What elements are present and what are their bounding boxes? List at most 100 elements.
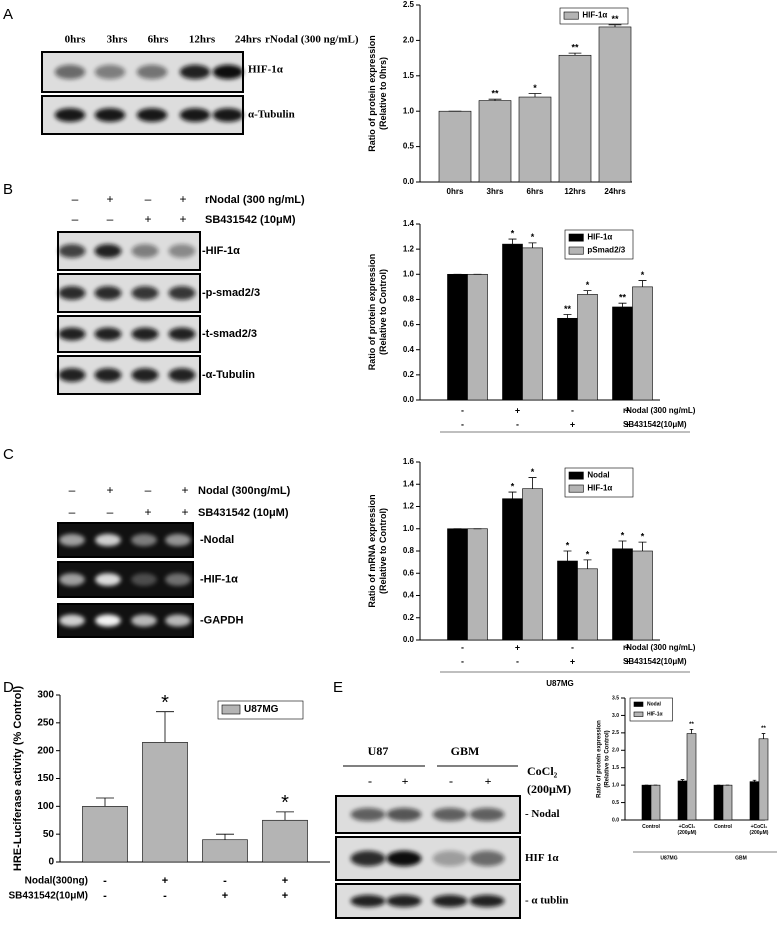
y-tick-label: 1.4	[403, 219, 415, 228]
x-tick-line: +CoCl₂	[751, 824, 768, 830]
blot-band	[94, 286, 122, 300]
blot-band	[58, 286, 86, 300]
x-tick-line: (200μM)	[678, 830, 697, 836]
bar	[478, 100, 512, 183]
sign: -	[461, 656, 464, 666]
legend-label: U87MG	[244, 704, 279, 715]
bar	[598, 26, 632, 183]
y-tick-label: 200	[37, 745, 54, 756]
error-bar	[528, 242, 537, 248]
y-tick-label: 250	[37, 717, 54, 728]
legend-label: HIF-1α	[647, 712, 664, 718]
blot-band	[94, 368, 122, 382]
significance: *	[586, 280, 590, 290]
sign: +	[570, 656, 575, 666]
sign: +	[515, 405, 520, 415]
y-tick-label: 0.4	[403, 591, 415, 600]
error-bar	[508, 238, 517, 245]
y-axis-label: Ratio of protein expression	[597, 720, 603, 798]
bar	[612, 548, 633, 641]
significance: **	[761, 726, 766, 732]
sign: +	[515, 642, 520, 652]
panel-letter: C	[3, 446, 14, 463]
significance: *	[161, 692, 169, 714]
bar	[202, 839, 248, 863]
error-bar	[583, 290, 592, 295]
blot-band	[136, 108, 168, 122]
y-tick-label: 0.2	[403, 370, 415, 379]
panel-letter: B	[3, 181, 13, 198]
bar	[577, 568, 598, 641]
blot-band	[59, 573, 85, 586]
legend-swatch	[221, 704, 241, 715]
legend-swatch	[568, 233, 584, 242]
group-label: U87MG	[546, 679, 574, 688]
y-tick-label: 0.0	[403, 177, 415, 186]
error-bar	[156, 711, 174, 743]
blot-band	[168, 286, 196, 300]
y-axis-label: Ratio of protein expression	[367, 254, 377, 371]
panel-letter: D	[3, 679, 14, 696]
legend-label: pSmad2/3	[587, 246, 625, 255]
bar	[522, 488, 543, 641]
lane-label: 0hrs	[65, 34, 87, 46]
x-tick-label: 6hrs	[527, 187, 544, 196]
legend-frame	[629, 697, 673, 722]
blot-band	[212, 64, 244, 80]
bar	[447, 273, 468, 401]
bar	[502, 498, 523, 641]
blot-band	[165, 614, 191, 627]
treatment-label: SB431542 (10μM)	[198, 507, 289, 519]
y-tick-label: 2.0	[612, 748, 619, 754]
bar	[467, 273, 488, 401]
blot-band	[386, 894, 422, 908]
significance: *	[586, 549, 590, 559]
bar	[438, 110, 472, 183]
y-tick-label: 0.6	[403, 320, 415, 329]
sign: +	[282, 890, 288, 902]
band-label: HIF-1α	[248, 64, 284, 76]
error-bar	[752, 779, 757, 782]
blot-band	[168, 244, 196, 258]
sign: +	[179, 212, 186, 226]
error-bar	[680, 779, 685, 781]
band-label: -HIF-1α	[202, 245, 240, 257]
sign: –	[69, 483, 76, 497]
y-tick-label: 1.2	[403, 502, 415, 511]
bar	[142, 742, 188, 863]
blot-band	[94, 64, 126, 80]
blot-band	[168, 327, 196, 341]
bar	[447, 528, 468, 641]
sign: –	[145, 483, 152, 497]
blot-band	[95, 614, 121, 627]
blot-band	[386, 850, 422, 867]
legend-label: Nodal	[647, 702, 662, 708]
y-tick-label: 1.6	[403, 457, 415, 466]
legend-frame	[217, 700, 304, 720]
band-label: -p-smad2/3	[202, 287, 260, 299]
legend-swatch	[563, 11, 579, 20]
error-bar	[638, 280, 647, 287]
blot-band	[179, 64, 211, 80]
error-bar	[508, 491, 517, 499]
y-tick-label: 1.0	[403, 106, 415, 115]
bar	[722, 784, 733, 821]
sign: –	[72, 192, 79, 206]
legend-swatch	[568, 246, 584, 255]
bar	[522, 247, 543, 401]
legend-label: HIF-1α	[587, 484, 612, 493]
legend-swatch	[568, 471, 584, 480]
blot-band	[131, 327, 159, 341]
significance: *	[531, 467, 535, 477]
row-label: rNodal (300 ng/mL)	[623, 643, 696, 652]
bar	[632, 286, 653, 401]
row-label: rNodal (300 ng/mL)	[623, 406, 696, 415]
blot-band	[94, 108, 126, 122]
bar	[632, 550, 653, 641]
y-tick-label: 0.0	[403, 635, 415, 644]
bar	[758, 738, 769, 821]
lane-label: 12hrs	[189, 34, 216, 46]
x-tick-line: Control	[642, 824, 660, 830]
significance: **	[564, 304, 572, 314]
